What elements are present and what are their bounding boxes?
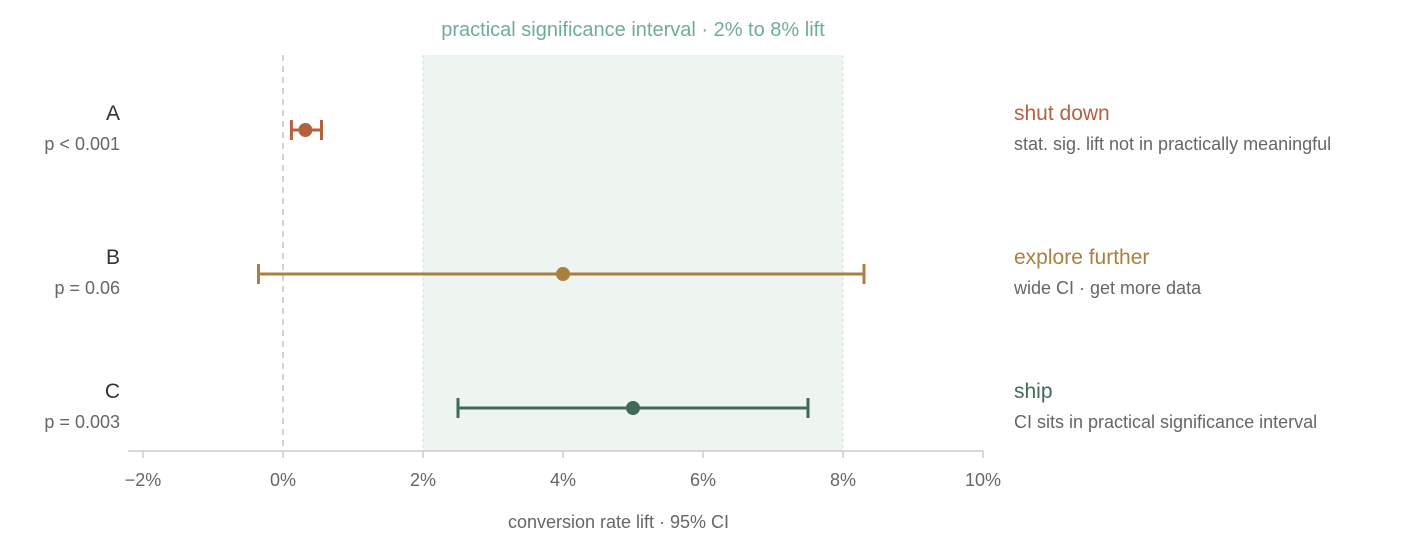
point-estimate	[298, 123, 313, 137]
decision-note: CI sits in practical significance interv…	[1014, 412, 1318, 432]
variant-label: B	[105, 246, 120, 269]
x-tick-label: 8%	[829, 470, 856, 490]
p-value-label: p = 0.003	[44, 412, 120, 432]
x-tick-label: −2%	[124, 470, 162, 490]
x-tick-label: 10%	[964, 470, 1002, 490]
x-axis-title: conversion rate lift · 95% CI	[507, 512, 730, 532]
x-tick-label: 6%	[689, 470, 716, 490]
decision-label: explore further	[1014, 246, 1150, 269]
point-estimate	[626, 401, 640, 415]
x-tick-label: 2%	[409, 470, 436, 490]
practical-significance-band	[423, 55, 843, 451]
decision-note: wide CI · get more data	[1014, 278, 1202, 298]
point-estimate	[556, 267, 570, 281]
variant-label: C	[104, 380, 120, 403]
decision-label: shut down	[1014, 102, 1110, 125]
x-tick-label: 0%	[269, 470, 296, 490]
decision-note: stat. sig. lift not in practically meani…	[1014, 134, 1332, 154]
variant-label: A	[105, 102, 120, 125]
p-value-label: p = 0.06	[54, 278, 120, 298]
decision-label: ship	[1014, 380, 1053, 403]
band-title: practical significance interval · 2% to …	[441, 19, 825, 41]
p-value-label: p < 0.001	[44, 134, 120, 154]
x-tick-label: 4%	[549, 470, 576, 490]
